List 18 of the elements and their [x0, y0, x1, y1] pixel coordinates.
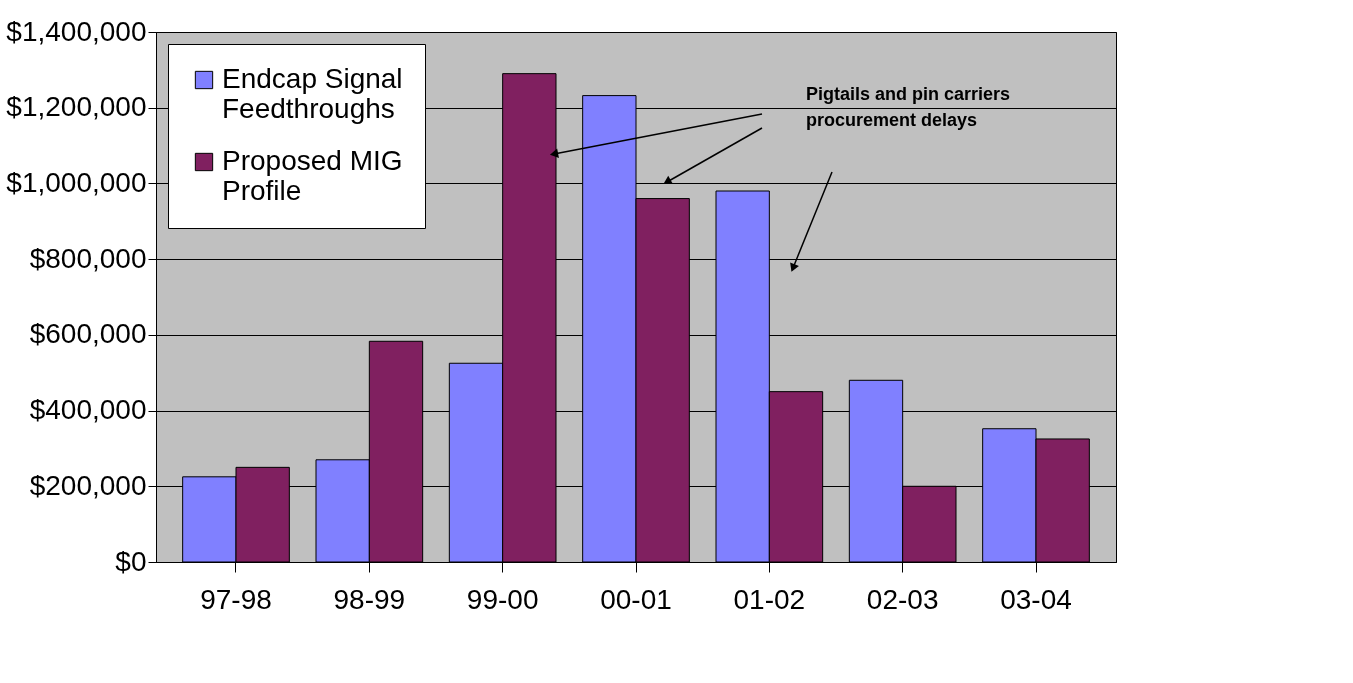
x-tick-label: 99-00 [466, 583, 539, 615]
y-tick-label: $0 [115, 545, 147, 577]
x-tick-label: 02-03 [866, 583, 939, 615]
x-tick-label: 98-99 [333, 583, 406, 615]
y-tick-label: $1,000,000 [6, 166, 147, 198]
y-tick-label: $200,000 [29, 469, 147, 501]
legend-label: Proposed MIG Profile [222, 145, 403, 206]
y-tick-label: $1,400,000 [6, 15, 147, 47]
y-tick-label: $800,000 [29, 242, 147, 274]
y-tick-label: $1,200,000 [6, 91, 147, 123]
y-tick-label: $400,000 [29, 394, 147, 426]
x-tick-label: 01-02 [733, 583, 806, 615]
x-tick-label: 03-04 [1000, 583, 1072, 615]
x-tick-label: 00-01 [600, 583, 672, 615]
legend-label: Endcap Signal Feedthroughs [222, 63, 403, 124]
x-tick-label: 97-98 [200, 583, 272, 615]
annotation: Pigtails and pin carriers procurement delays [806, 84, 1011, 130]
y-tick-label: $600,000 [29, 318, 147, 350]
